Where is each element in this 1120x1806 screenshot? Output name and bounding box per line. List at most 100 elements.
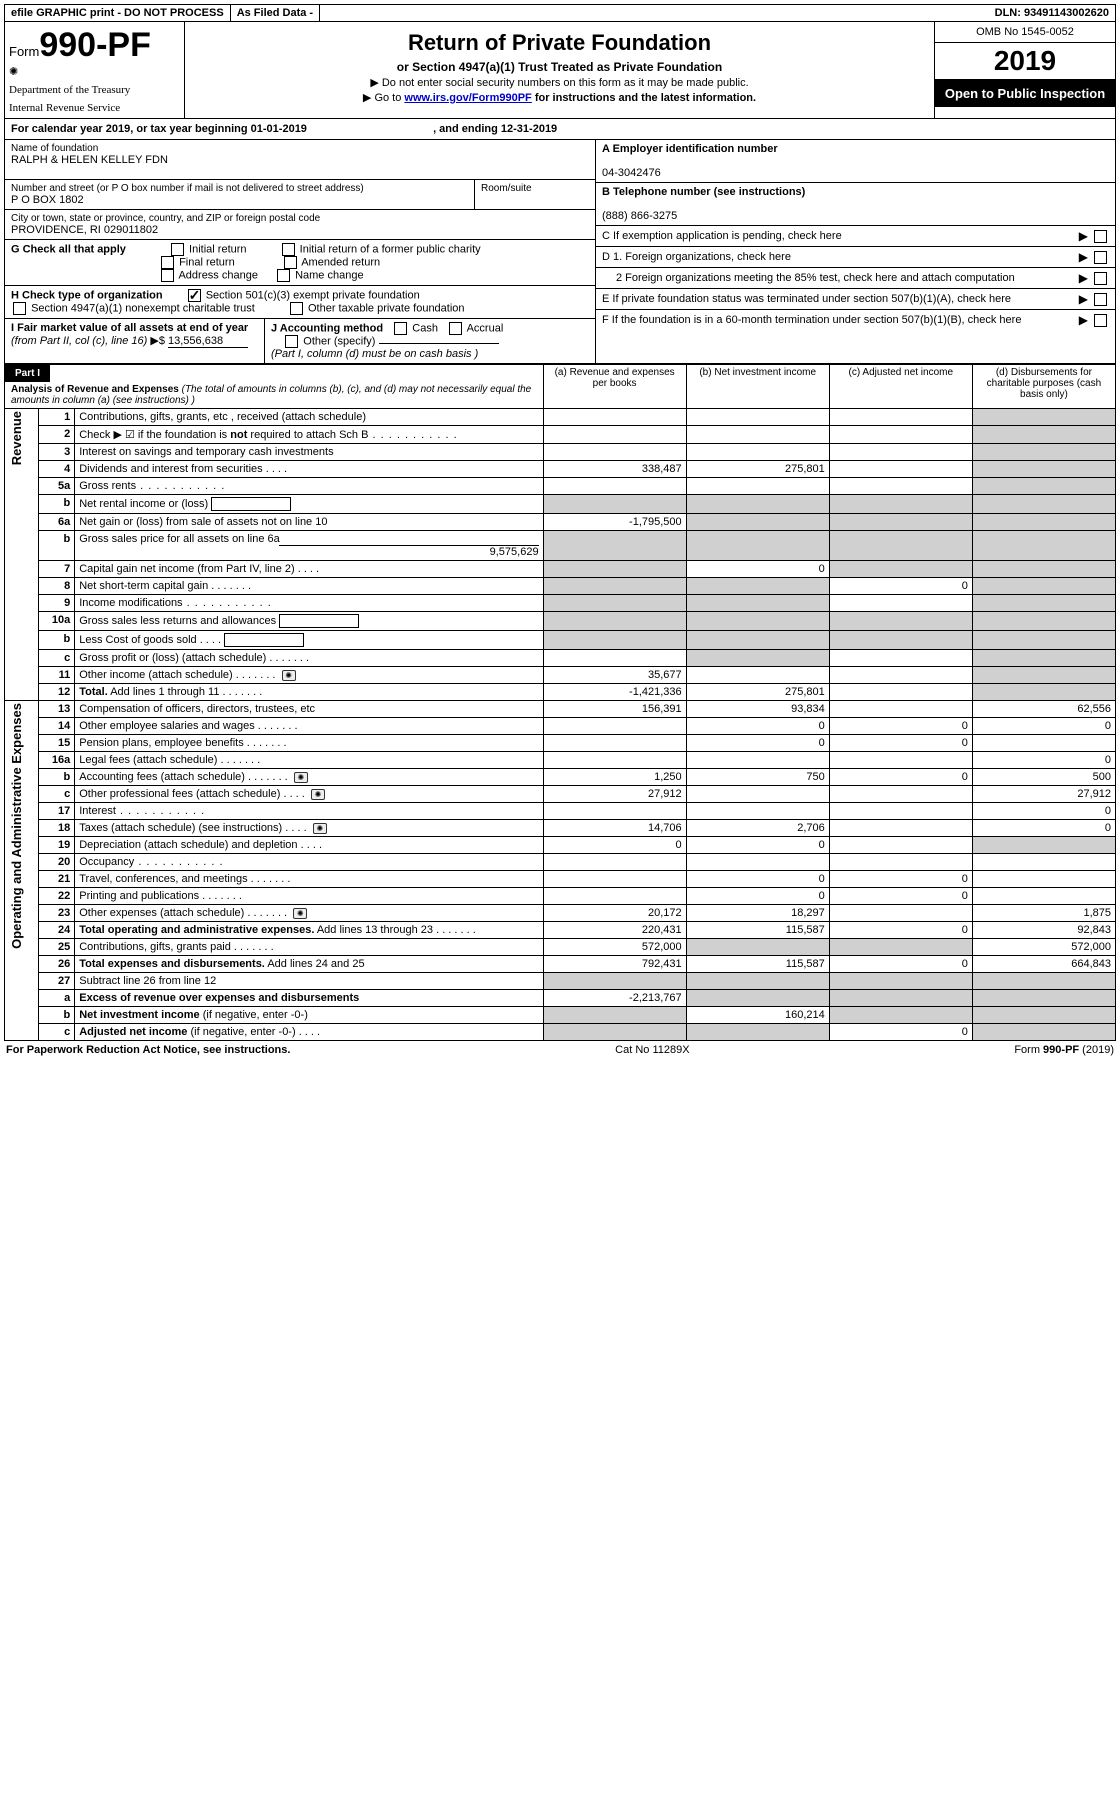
checkbox-501c3[interactable]: [188, 289, 201, 302]
cell-c: [829, 461, 972, 478]
cell-b: 115,587: [686, 956, 829, 973]
line-description: Accounting fees (attach schedule) ✺: [75, 769, 543, 786]
cell-a: 156,391: [543, 701, 686, 718]
page-footer: For Paperwork Reduction Act Notice, see …: [4, 1041, 1116, 1059]
cell-b: [686, 803, 829, 820]
table-row: Operating and Administrative Expenses13C…: [5, 701, 1116, 718]
table-row: bNet rental income or (loss): [5, 495, 1116, 514]
checkbox-accrual[interactable]: [449, 322, 462, 335]
attachment-icon[interactable]: ✺: [294, 772, 308, 783]
cell-b: 18,297: [686, 905, 829, 922]
table-row: 20Occupancy: [5, 854, 1116, 871]
checkbox-address-change[interactable]: [161, 269, 174, 282]
line-number: 19: [38, 837, 74, 854]
cell-b: [686, 667, 829, 684]
line-number: 15: [38, 735, 74, 752]
table-row: 24Total operating and administrative exp…: [5, 922, 1116, 939]
footer-right: Form 990-PF (2019): [1014, 1044, 1114, 1056]
cell-a: [543, 973, 686, 990]
line-description: Net short-term capital gain: [75, 578, 543, 595]
line-description: Printing and publications: [75, 888, 543, 905]
cell-b: 0: [686, 837, 829, 854]
checkbox-other-method[interactable]: [285, 335, 298, 348]
efile-notice: efile GRAPHIC print - DO NOT PROCESS: [5, 5, 231, 21]
section-h: H Check type of organization Section 501…: [5, 286, 595, 319]
table-row: aExcess of revenue over expenses and dis…: [5, 990, 1116, 1007]
cell-d: [972, 684, 1115, 701]
irs-link[interactable]: www.irs.gov/Form990PF: [404, 92, 531, 104]
dept-irs: Internal Revenue Service: [9, 102, 180, 114]
checkbox-exemption-pending[interactable]: [1094, 230, 1107, 243]
cell-b: 275,801: [686, 684, 829, 701]
cell-c: [829, 786, 972, 803]
cell-c: [829, 1007, 972, 1024]
cell-d: [972, 578, 1115, 595]
cell-c: 0: [829, 735, 972, 752]
addr-label: Number and street (or P O box number if …: [11, 183, 468, 194]
cell-d: [972, 514, 1115, 531]
checkbox-60month[interactable]: [1094, 314, 1107, 327]
cell-b: [686, 595, 829, 612]
checkbox-cash[interactable]: [394, 322, 407, 335]
cell-b: [686, 514, 829, 531]
cell-d: 500: [972, 769, 1115, 786]
line-description: Pension plans, employee benefits: [75, 735, 543, 752]
cell-a: 572,000: [543, 939, 686, 956]
line-number: c: [38, 1024, 74, 1041]
cell-d: [972, 871, 1115, 888]
dept-treasury: Department of the Treasury: [9, 84, 180, 96]
checkbox-status-terminated[interactable]: [1094, 293, 1107, 306]
checkbox-85pct[interactable]: [1094, 272, 1107, 285]
cell-d: [972, 561, 1115, 578]
cell-c: 0: [829, 1024, 972, 1041]
checkbox-foreign-org[interactable]: [1094, 251, 1107, 264]
cell-c: [829, 939, 972, 956]
cell-b: [686, 478, 829, 495]
cell-c: [829, 514, 972, 531]
cell-a: -1,421,336: [543, 684, 686, 701]
cell-b: [686, 631, 829, 650]
line-description: Excess of revenue over expenses and disb…: [75, 990, 543, 1007]
checkbox-initial-return[interactable]: [171, 243, 184, 256]
checkbox-final-return[interactable]: [161, 256, 174, 269]
checkbox-name-change[interactable]: [277, 269, 290, 282]
line-description: Interest: [75, 803, 543, 820]
section-d2: 2 Foreign organizations meeting the 85% …: [602, 272, 1075, 284]
table-row: 4Dividends and interest from securities3…: [5, 461, 1116, 478]
table-row: cGross profit or (loss) (attach schedule…: [5, 650, 1116, 667]
checkbox-4947[interactable]: [13, 302, 26, 315]
cell-c: [829, 495, 972, 514]
checkbox-amended[interactable]: [284, 256, 297, 269]
cell-d: [972, 531, 1115, 561]
cell-d: [972, 426, 1115, 444]
attachment-icon[interactable]: ✺: [311, 789, 325, 800]
cell-a: [543, 578, 686, 595]
table-row: 11Other income (attach schedule) ✺35,677: [5, 667, 1116, 684]
checkbox-other-taxable[interactable]: [290, 302, 303, 315]
cell-a: [543, 631, 686, 650]
cell-a: [543, 803, 686, 820]
attachment-icon[interactable]: ✺: [282, 670, 296, 681]
cell-c: [829, 854, 972, 871]
table-row: 18Taxes (attach schedule) (see instructi…: [5, 820, 1116, 837]
checkbox-initial-former[interactable]: [282, 243, 295, 256]
cell-c: [829, 701, 972, 718]
attachment-icon[interactable]: ✺: [293, 908, 307, 919]
form-number: Form990-PF: [9, 26, 180, 65]
attachment-icon[interactable]: ✺: [313, 823, 327, 834]
line-number: 24: [38, 922, 74, 939]
line-number: b: [38, 531, 74, 561]
cell-a: 27,912: [543, 786, 686, 803]
cell-c: 0: [829, 871, 972, 888]
cell-a: 14,706: [543, 820, 686, 837]
line-number: b: [38, 769, 74, 786]
top-bar: efile GRAPHIC print - DO NOT PROCESS As …: [4, 4, 1116, 22]
cell-d: 92,843: [972, 922, 1115, 939]
cell-a: [543, 531, 686, 561]
col-b-header: (b) Net investment income: [686, 365, 829, 409]
line-description: Income modifications: [75, 595, 543, 612]
cell-c: [829, 444, 972, 461]
section-j: J Accounting method Cash Accrual Other (…: [265, 319, 595, 363]
line-number: 9: [38, 595, 74, 612]
cell-a: [543, 718, 686, 735]
